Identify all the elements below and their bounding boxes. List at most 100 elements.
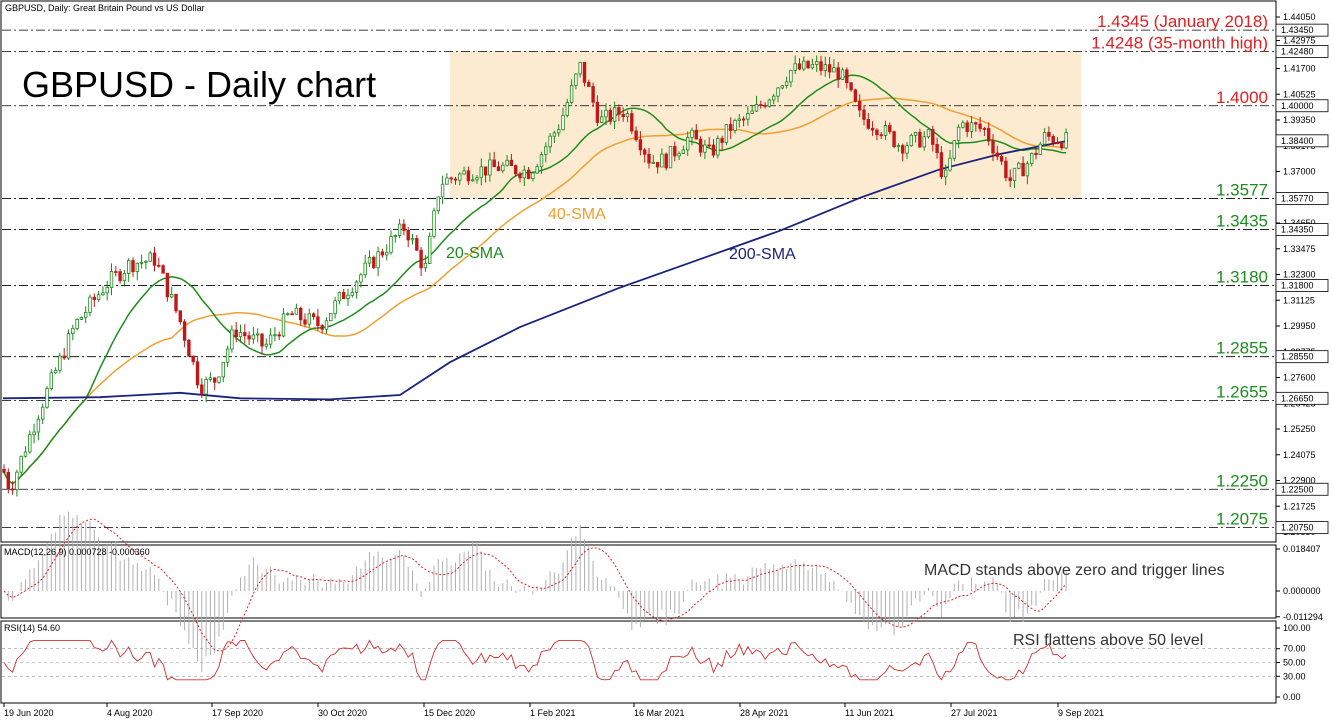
candle-body	[41, 406, 45, 420]
candle-body	[329, 313, 333, 322]
candle-body	[793, 63, 797, 71]
candle-body	[664, 153, 668, 169]
candle-body	[139, 261, 144, 264]
candle-body	[127, 260, 131, 274]
candle-body	[53, 369, 58, 374]
price-marker	[1275, 391, 1329, 405]
sma200-line	[2, 139, 1069, 401]
sma20-line	[3, 74, 1067, 485]
candle-body	[445, 177, 449, 185]
macd-tick-label: 0.018407	[1283, 544, 1321, 554]
candle-body	[638, 139, 643, 151]
candle-body	[909, 134, 913, 147]
macd-note: MACD stands above zero and trigger lines	[924, 562, 1225, 579]
candle-body	[720, 138, 724, 143]
candle-body	[479, 166, 483, 179]
candle-body	[225, 348, 230, 363]
rsi-tick-label: 0.00	[1283, 692, 1301, 702]
rsi-label: RSI(14) 54.60	[4, 623, 60, 633]
x-tick-label: 11 Jun 2021	[845, 708, 894, 718]
candle-body	[436, 196, 440, 212]
candle-body	[673, 146, 677, 157]
candle-body	[870, 127, 875, 131]
level-label: 1.4000	[1216, 88, 1268, 107]
candle-body	[290, 313, 294, 316]
price-marker	[1275, 223, 1329, 236]
price-tick-label: 1.22900	[1283, 476, 1316, 486]
candle-body	[307, 313, 311, 325]
candle-body	[118, 271, 122, 281]
consolidation-range-box	[450, 51, 1081, 199]
level-label: 1.2655	[1216, 383, 1268, 402]
rsi-tick-label: 30.00	[1283, 671, 1306, 681]
candle-body	[716, 138, 720, 156]
candle-body	[690, 129, 694, 138]
candle-body	[178, 310, 182, 323]
candle-body	[28, 434, 32, 453]
candle-body	[169, 293, 174, 298]
candle-body	[187, 339, 191, 357]
candle-body	[1021, 162, 1025, 177]
candle-body	[66, 333, 71, 359]
price-marker-label: 1.40000	[1281, 101, 1314, 111]
candle-body	[19, 455, 23, 473]
candle-body	[432, 210, 436, 237]
price-tick-label: 1.29950	[1283, 321, 1316, 331]
candle-body	[10, 488, 15, 491]
candle-body	[660, 153, 664, 168]
candle-body	[255, 333, 260, 336]
candle-body	[840, 69, 845, 80]
price-tick-label: 1.39350	[1283, 115, 1316, 125]
candle-body	[883, 125, 888, 136]
candle-body	[991, 140, 995, 154]
candle-body	[294, 307, 299, 315]
candle-body	[935, 144, 939, 153]
price-marker	[1275, 279, 1329, 292]
candle-body	[217, 376, 221, 383]
level-label: 1.2250	[1216, 471, 1268, 490]
price-tick-label: 1.37000	[1283, 167, 1316, 177]
candle-body	[987, 128, 991, 142]
candle-body	[582, 61, 587, 83]
price-tick-label: 1.40525	[1283, 89, 1316, 99]
candle-body	[557, 129, 561, 134]
candle-body	[600, 116, 604, 123]
candle-body	[939, 152, 944, 178]
x-tick-label: 17 Sep 2020	[212, 708, 263, 718]
level-label: 1.3180	[1216, 267, 1268, 286]
candle-body	[901, 145, 905, 154]
candle-body	[1042, 132, 1047, 145]
candle-body	[750, 110, 754, 114]
candle-body	[686, 137, 690, 151]
candle-body	[918, 131, 922, 148]
price-tick-label: 1.21725	[1283, 501, 1316, 511]
candle-body	[397, 223, 402, 236]
candle-body	[625, 113, 630, 118]
candle-body	[539, 154, 544, 168]
price-tick-label: 1.24075	[1283, 450, 1316, 460]
candle-body	[410, 238, 415, 241]
level-label: 1.2075	[1216, 510, 1268, 529]
candle-body	[221, 361, 225, 378]
candle-body	[260, 333, 264, 347]
candle-body	[862, 109, 866, 120]
price-marker-label: 1.43450	[1281, 25, 1314, 35]
candle-body	[810, 63, 815, 69]
price-tick-label: 1.32300	[1283, 270, 1316, 280]
candle-body	[316, 316, 320, 326]
candle-body	[797, 63, 802, 70]
candle-body	[595, 101, 600, 123]
candle-body	[617, 107, 621, 115]
candle-body	[522, 169, 526, 179]
candle-body	[733, 119, 737, 131]
candle-body	[608, 109, 612, 122]
candle-body	[905, 145, 909, 154]
candle-body	[238, 332, 243, 338]
candle-body	[148, 252, 152, 262]
candle-body	[350, 291, 354, 296]
candle-body	[152, 252, 157, 266]
macd-label: MACD(12,26,9) 0.000728 -0.000360	[4, 547, 150, 557]
price-tick-label: 1.25250	[1283, 424, 1316, 434]
candle-body	[376, 251, 380, 269]
candle-body	[763, 105, 767, 107]
